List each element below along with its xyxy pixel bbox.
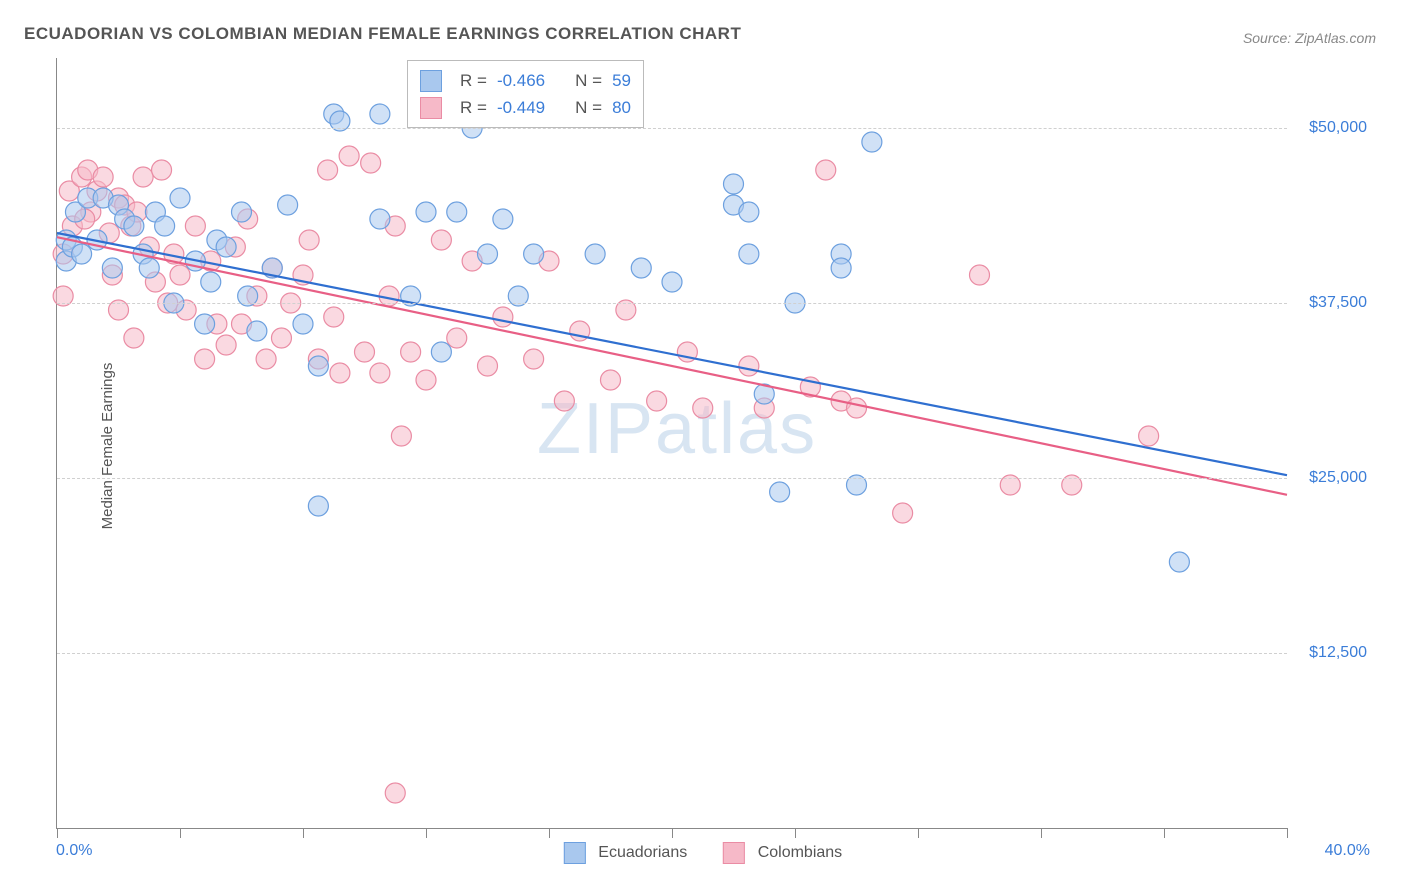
r-value-1: -0.449 <box>497 94 545 121</box>
plot-area: ZIPatlas R = -0.466 N = 59 R = -0.449 N … <box>56 58 1287 829</box>
chart-title: ECUADORIAN VS COLOMBIAN MEDIAN FEMALE EA… <box>24 24 741 44</box>
y-tick-label: $37,500 <box>1309 294 1367 312</box>
legend-label-0: Ecuadorians <box>598 844 687 861</box>
swatch-ecuadorians <box>420 70 442 92</box>
y-tick-label: $12,500 <box>1309 644 1367 662</box>
correlation-legend: R = -0.466 N = 59 R = -0.449 N = 80 <box>407 60 644 128</box>
r-label: R = <box>460 67 487 94</box>
source-label: Source: ZipAtlas.com <box>1243 30 1376 46</box>
legend-item-colombians: Colombians <box>723 842 842 864</box>
swatch-ecuadorians-icon <box>564 842 586 864</box>
r-label: R = <box>460 94 487 121</box>
swatch-colombians-icon <box>723 842 745 864</box>
n-label: N = <box>575 67 602 94</box>
n-value-0: 59 <box>612 67 631 94</box>
legend-row-ecuadorians: R = -0.466 N = 59 <box>420 67 631 94</box>
x-axis-max-label: 40.0% <box>1325 842 1370 860</box>
y-tick-label: $50,000 <box>1309 119 1367 137</box>
y-tick-label: $25,000 <box>1309 469 1367 487</box>
legend-row-colombians: R = -0.449 N = 80 <box>420 94 631 121</box>
legend-label-1: Colombians <box>758 844 842 861</box>
n-value-1: 80 <box>612 94 631 121</box>
swatch-colombians <box>420 97 442 119</box>
x-axis-min-label: 0.0% <box>56 842 92 860</box>
chart-svg <box>57 58 1287 828</box>
n-label: N = <box>575 94 602 121</box>
legend-item-ecuadorians: Ecuadorians <box>564 842 687 864</box>
r-value-0: -0.466 <box>497 67 545 94</box>
series-legend: Ecuadorians Colombians <box>564 842 842 864</box>
